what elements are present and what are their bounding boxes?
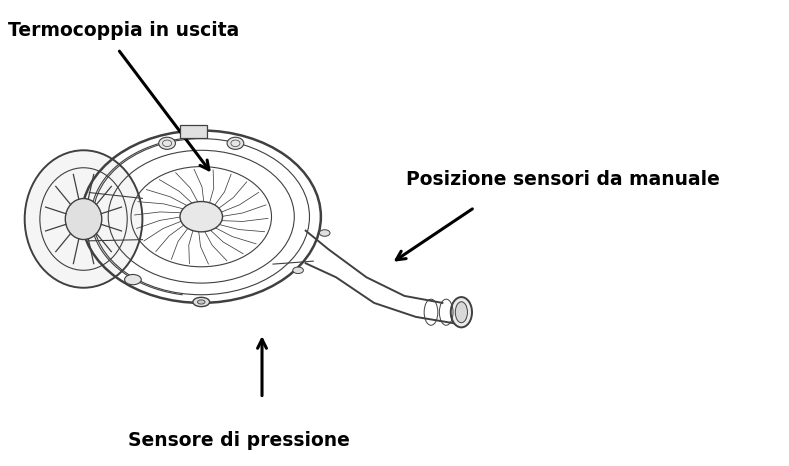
Ellipse shape — [455, 302, 467, 322]
Ellipse shape — [293, 267, 304, 274]
Text: Termocoppia in uscita: Termocoppia in uscita — [8, 21, 239, 40]
Ellipse shape — [320, 230, 330, 236]
Ellipse shape — [125, 274, 141, 285]
Ellipse shape — [65, 199, 102, 240]
Text: Posizione sensori da manuale: Posizione sensori da manuale — [406, 170, 720, 189]
Ellipse shape — [159, 137, 175, 150]
Text: Sensore di pressione: Sensore di pressione — [129, 431, 350, 450]
Ellipse shape — [180, 201, 222, 232]
Ellipse shape — [451, 297, 472, 327]
Ellipse shape — [24, 150, 142, 288]
Ellipse shape — [227, 137, 244, 150]
Ellipse shape — [197, 300, 205, 304]
FancyBboxPatch shape — [180, 125, 208, 138]
Ellipse shape — [193, 297, 210, 307]
